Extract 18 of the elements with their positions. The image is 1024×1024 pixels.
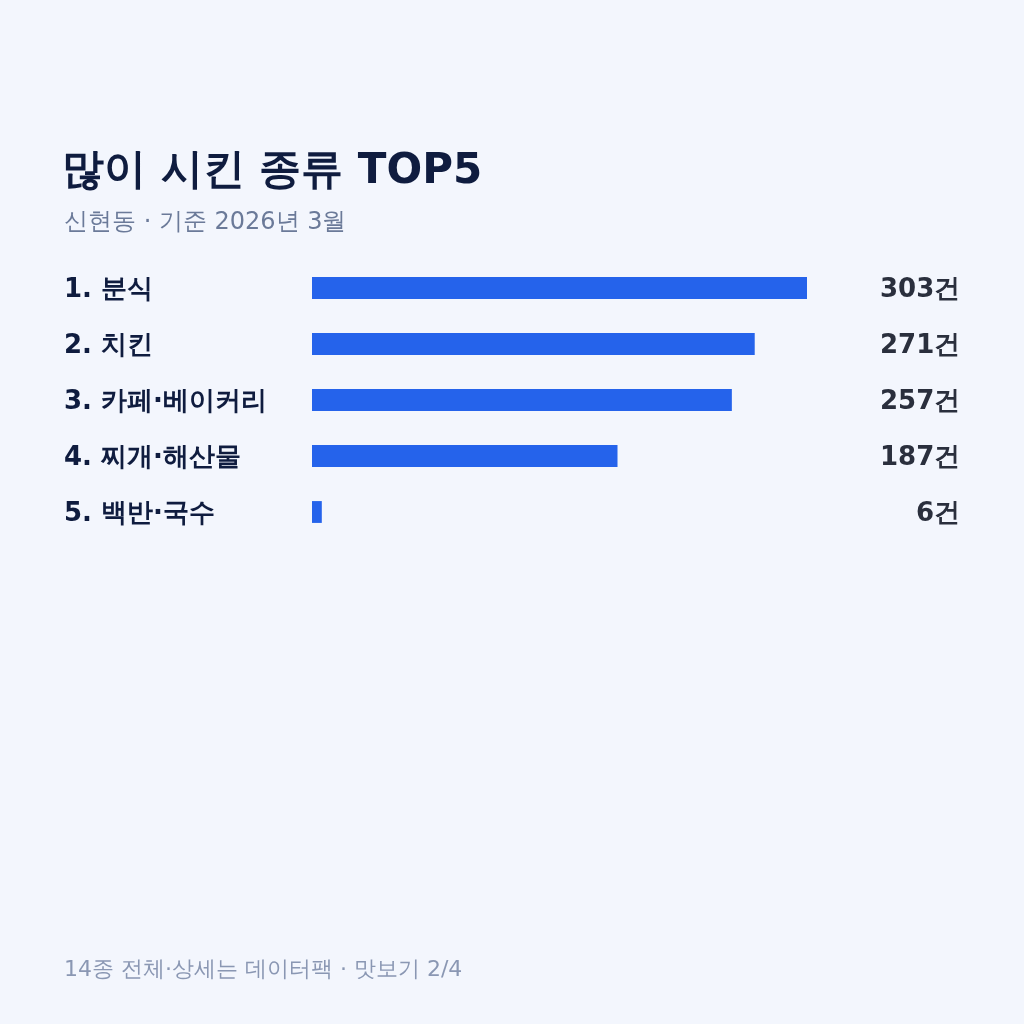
- bar: [312, 277, 807, 299]
- y-tick-label: 1. 분식: [64, 273, 154, 303]
- data-label: 303건: [880, 273, 961, 303]
- y-tick-label: 5. 백반·국수: [64, 497, 215, 527]
- y-tick-label: 2. 치킨: [64, 329, 154, 359]
- chart-title: 많이 시킨 종류 TOP5: [62, 143, 483, 193]
- chart-subtitle: 신현동 · 기준 2026년 3월: [64, 207, 347, 235]
- text: 14종 전체·상세는 데이터팩 · 맛보기 2/4: [64, 956, 463, 981]
- bar: [312, 501, 322, 523]
- data-label: 6건: [916, 497, 961, 527]
- bar: [312, 389, 732, 411]
- data-label: 271건: [880, 329, 961, 359]
- data-label: 257건: [880, 385, 961, 415]
- bar: [312, 445, 618, 467]
- data-label: 187건: [880, 441, 961, 471]
- y-tick-label: 3. 카페·베이커리: [64, 385, 267, 415]
- bar: [312, 333, 755, 355]
- y-tick-label: 4. 찌개·해산물: [64, 441, 241, 471]
